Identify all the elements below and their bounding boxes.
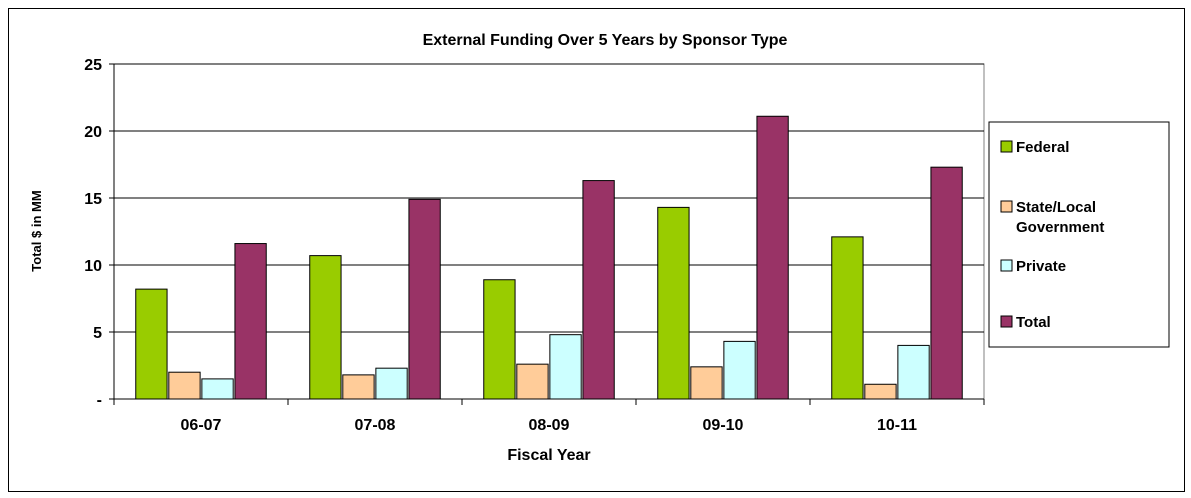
bar-state-local-government-09-10: [690, 366, 723, 400]
legend-box: [988, 121, 1170, 348]
y-tick-label: 15: [84, 191, 102, 208]
x-tick-label: 10-11: [877, 417, 917, 434]
bar-federal-06-07: [135, 288, 168, 400]
legend-swatch: [1000, 200, 1013, 213]
y-axis-label: Total $ in MM: [29, 190, 44, 271]
legend-label: Government: [1016, 219, 1104, 236]
bar-state-local-government-10-11: [864, 383, 897, 400]
x-axis-label: Fiscal Year: [507, 447, 590, 464]
x-tick-labels: 06-07 07-08 08-09 09-10 10-11: [113, 399, 985, 434]
bar-state-local-government-06-07: [168, 371, 201, 400]
chart-area: External Funding Over 5 Years by Sponsor…: [8, 8, 1185, 492]
y-tick-label: 25: [84, 57, 102, 74]
y-tick-label: 20: [84, 124, 102, 141]
bar-state-local-government-07-08: [342, 374, 375, 400]
bar-private-10-11: [897, 344, 930, 400]
bar-total-10-11: [930, 166, 963, 400]
y-tick-labels: - 5 10 15 20 25: [84, 57, 114, 409]
y-tick-label: 5: [93, 325, 102, 342]
legend-swatch: [1000, 140, 1013, 153]
legend-label: Federal: [1016, 139, 1069, 156]
y-tick-label: 10: [84, 258, 102, 275]
bar-total-09-10: [756, 115, 789, 400]
bar-federal-10-11: [831, 236, 864, 400]
legend: Federal State/Local Government Private Total: [988, 121, 1170, 348]
legend-label: Private: [1016, 258, 1066, 275]
bar-total-08-09: [582, 180, 615, 400]
bar-state-local-government-08-09: [516, 363, 549, 400]
legend-label: Total: [1016, 314, 1051, 331]
bar-private-06-07: [201, 378, 234, 400]
axes: [113, 64, 984, 400]
bar-total-06-07: [234, 243, 267, 400]
x-tick-label: 08-09: [529, 417, 570, 434]
bar-private-08-09: [549, 334, 582, 400]
bar-private-07-08: [375, 367, 408, 400]
y-tick-label: -: [97, 392, 102, 409]
bar-chart: External Funding Over 5 Years by Sponsor…: [29, 32, 1170, 464]
legend-label: State/Local: [1016, 199, 1096, 216]
x-tick-label: 07-08: [355, 417, 396, 434]
bar-federal-07-08: [309, 255, 342, 400]
legend-swatch: [1000, 259, 1013, 272]
x-tick-label: 09-10: [703, 417, 744, 434]
chart-title: External Funding Over 5 Years by Sponsor…: [423, 32, 788, 49]
bar-federal-09-10: [657, 206, 690, 400]
x-tick-label: 06-07: [181, 417, 222, 434]
bar-private-09-10: [723, 340, 756, 400]
bars: [135, 115, 963, 400]
bar-total-07-08: [408, 198, 441, 400]
bar-federal-08-09: [483, 279, 516, 400]
legend-swatch: [1000, 315, 1013, 328]
